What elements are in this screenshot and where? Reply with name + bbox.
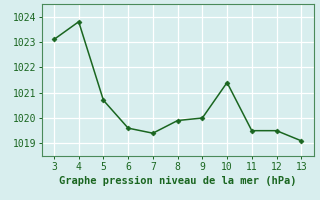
X-axis label: Graphe pression niveau de la mer (hPa): Graphe pression niveau de la mer (hPa): [59, 176, 296, 186]
